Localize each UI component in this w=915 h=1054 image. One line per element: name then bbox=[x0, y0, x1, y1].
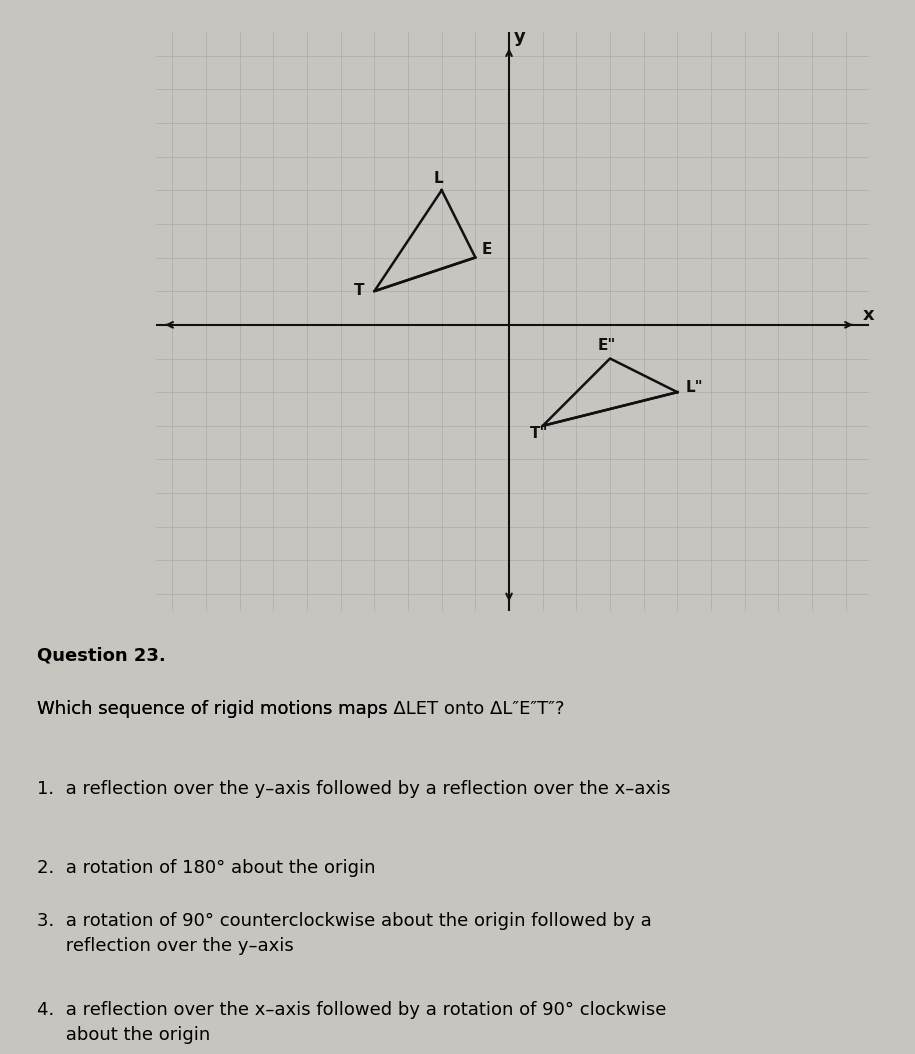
Text: y: y bbox=[514, 28, 526, 46]
Text: E": E" bbox=[597, 338, 616, 353]
Text: T": T" bbox=[530, 426, 549, 441]
Text: T: T bbox=[354, 282, 364, 297]
Text: 2.  a rotation of 180° about the origin: 2. a rotation of 180° about the origin bbox=[37, 859, 375, 877]
Text: 3.  a rotation of 90° counterclockwise about the origin followed by a
     refle: 3. a rotation of 90° counterclockwise ab… bbox=[37, 913, 651, 955]
Text: 4.  a reflection over the x–axis followed by a rotation of 90° clockwise
     ab: 4. a reflection over the x–axis followed… bbox=[37, 1001, 666, 1043]
Text: 1.  a reflection over the y–axis followed by a reflection over the x–axis: 1. a reflection over the y–axis followed… bbox=[37, 780, 670, 798]
Text: x: x bbox=[863, 306, 874, 324]
Text: Question 23.: Question 23. bbox=[37, 647, 166, 665]
Text: E: E bbox=[482, 242, 492, 257]
Text: Which sequence of rigid motions maps ΔLET onto ΔL″E″T″?: Which sequence of rigid motions maps ΔLE… bbox=[37, 700, 565, 718]
Text: Which sequence of rigid motions maps: Which sequence of rigid motions maps bbox=[37, 700, 393, 718]
Text: L: L bbox=[434, 172, 443, 187]
Text: L": L" bbox=[685, 380, 704, 395]
